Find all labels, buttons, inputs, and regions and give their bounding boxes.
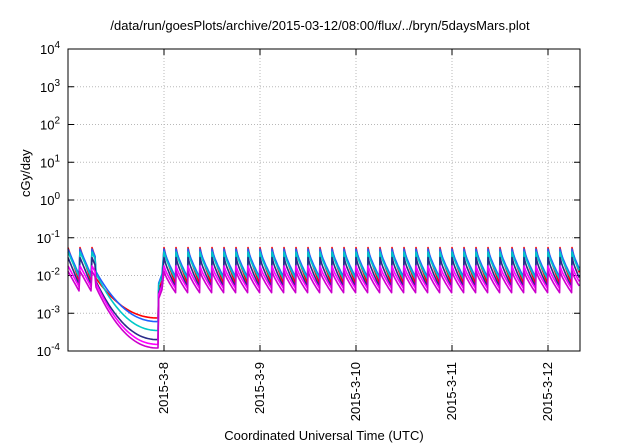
y-tick-label: 10-1 bbox=[37, 229, 61, 246]
x-tick-label: 2015-3-12 bbox=[540, 362, 555, 421]
y-tick-label: 102 bbox=[40, 116, 60, 133]
x-axis-label: Coordinated Universal Time (UTC) bbox=[224, 428, 424, 443]
x-tick-label: 2015-3-11 bbox=[444, 362, 459, 420]
series-line bbox=[67, 251, 581, 332]
x-tick-label: 2015-3-8 bbox=[156, 362, 171, 414]
y-tick-label: 100 bbox=[40, 191, 60, 208]
chart-title: /data/run/goesPlots/archive/2015-03-12/0… bbox=[110, 18, 530, 33]
x-tick-label: 2015-3-10 bbox=[348, 362, 363, 421]
y-tick-label: 10-2 bbox=[37, 267, 61, 284]
y-tick-label: 10-3 bbox=[37, 304, 61, 321]
series-line bbox=[67, 265, 580, 346]
series-line bbox=[67, 270, 580, 349]
y-tick-label: 10-4 bbox=[37, 342, 61, 359]
y-tick-label: 101 bbox=[40, 153, 60, 170]
y-tick-label: 104 bbox=[40, 40, 60, 57]
x-tick-label: 2015-3-9 bbox=[252, 362, 267, 414]
series-line bbox=[67, 256, 581, 341]
plot-frame bbox=[67, 48, 581, 352]
y-tick-label: 103 bbox=[40, 78, 60, 95]
series-line bbox=[67, 248, 581, 323]
